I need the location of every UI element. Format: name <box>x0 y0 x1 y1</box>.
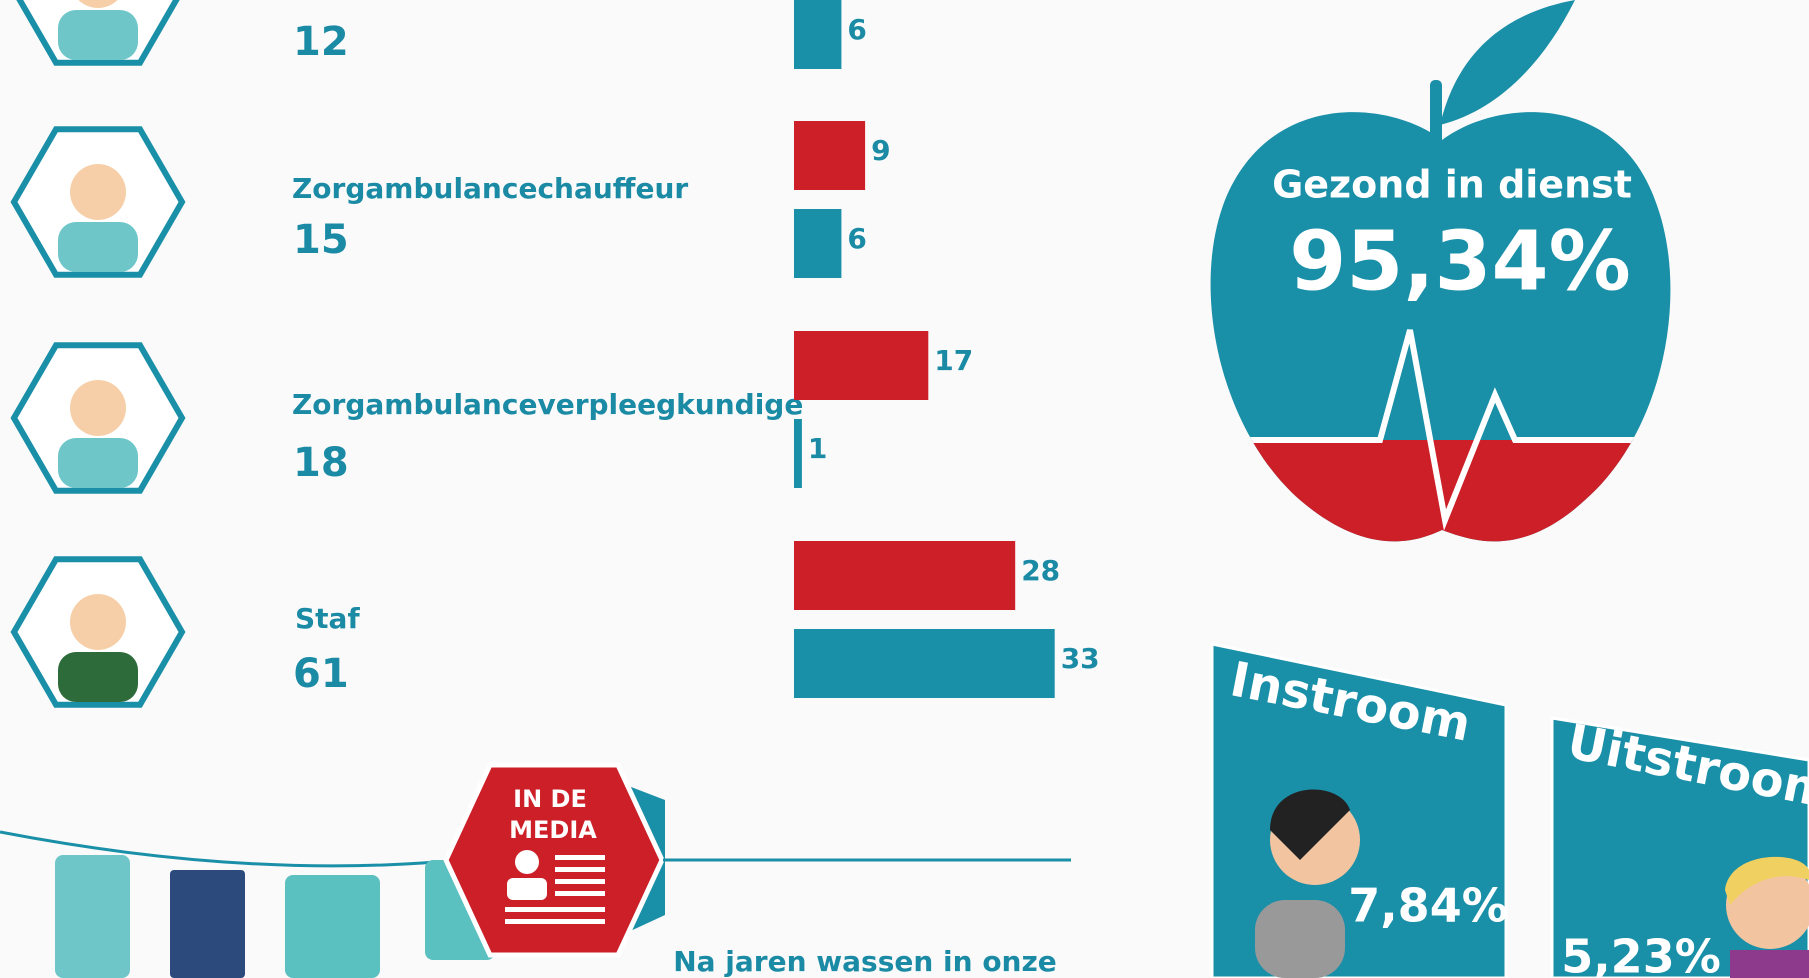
blue-bar <box>794 629 1055 698</box>
blue-bar <box>794 209 841 278</box>
role-face <box>70 164 126 220</box>
bar-label: 1 <box>808 432 827 465</box>
role-face <box>70 594 126 650</box>
uitstroom-value: 5,23% <box>1561 930 1721 978</box>
role-face <box>70 380 126 436</box>
bar-label: 6 <box>847 13 866 46</box>
media-text: Na jaren wassen in onze <box>673 945 1057 978</box>
blue-bar <box>794 0 841 69</box>
role-name: Zorgambulancechauffeur <box>292 172 688 205</box>
red-bar <box>794 331 928 400</box>
role-body <box>58 438 138 488</box>
blue-bar <box>794 419 802 488</box>
role-name: Zorgambulanceverpleegkundige <box>292 388 803 421</box>
media-badge: MEDIA <box>509 816 597 844</box>
bar-label: 33 <box>1061 642 1100 675</box>
bar-label: 6 <box>847 222 866 255</box>
role-body <box>58 652 138 702</box>
media-badge: IN DE <box>513 785 587 813</box>
infographic: Gezond in dienst 95,34% Instroom 7,84% U… <box>0 0 1809 978</box>
role-count: 61 <box>293 651 349 697</box>
role-count: 12 <box>293 19 349 65</box>
role-count: 15 <box>293 217 349 263</box>
role-name: Staf <box>295 602 360 635</box>
role-body <box>58 222 138 272</box>
instroom-value: 7,84% <box>1348 879 1508 933</box>
bar-label: 17 <box>934 344 973 377</box>
role-body <box>58 10 138 60</box>
role-count: 18 <box>293 440 349 486</box>
red-bar <box>794 121 865 190</box>
bar-label: 28 <box>1021 554 1060 587</box>
red-bar <box>794 541 1015 610</box>
health-value: 95,34% <box>1289 214 1631 309</box>
page: Gezond in dienst 95,34% Instroom 7,84% U… <box>0 0 1809 978</box>
health-title: Gezond in dienst <box>1272 163 1632 207</box>
bar-label: 9 <box>871 134 890 167</box>
uitstroom-panel: Uitstroom 5,23% <box>1552 714 1809 978</box>
